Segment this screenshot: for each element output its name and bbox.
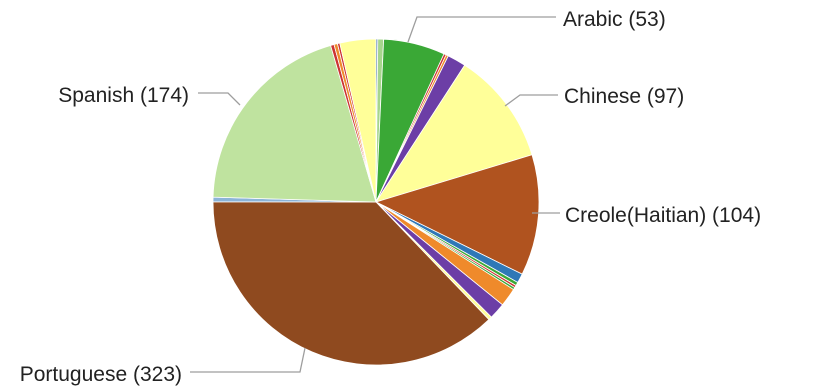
slice-label-creole: Creole(Haitian) (104) [565, 204, 761, 227]
pie-slices [212, 38, 540, 366]
slice-label-portuguese: Portuguese (323) [20, 363, 182, 386]
leader-line-spanish [198, 92, 241, 106]
leader-lines [190, 16, 560, 373]
slice-labels: Arabic (53) Chinese (97) Creole(Haitian)… [20, 8, 761, 386]
leader-line-arabic [407, 16, 556, 43]
pie-slice-21 [339, 38, 377, 203]
pie-slice-17 [212, 45, 377, 203]
leader-line-chinese [504, 94, 558, 107]
pie-slice-7 [375, 154, 540, 275]
slice-label-chinese: Chinese (97) [564, 85, 684, 108]
pie-slice-15 [212, 201, 490, 366]
slice-label-spanish: Spanish (174) [58, 84, 189, 107]
leader-line-portuguese [190, 347, 306, 373]
pie-slice-6 [375, 64, 533, 203]
slice-label-arabic: Arabic (53) [563, 8, 666, 31]
